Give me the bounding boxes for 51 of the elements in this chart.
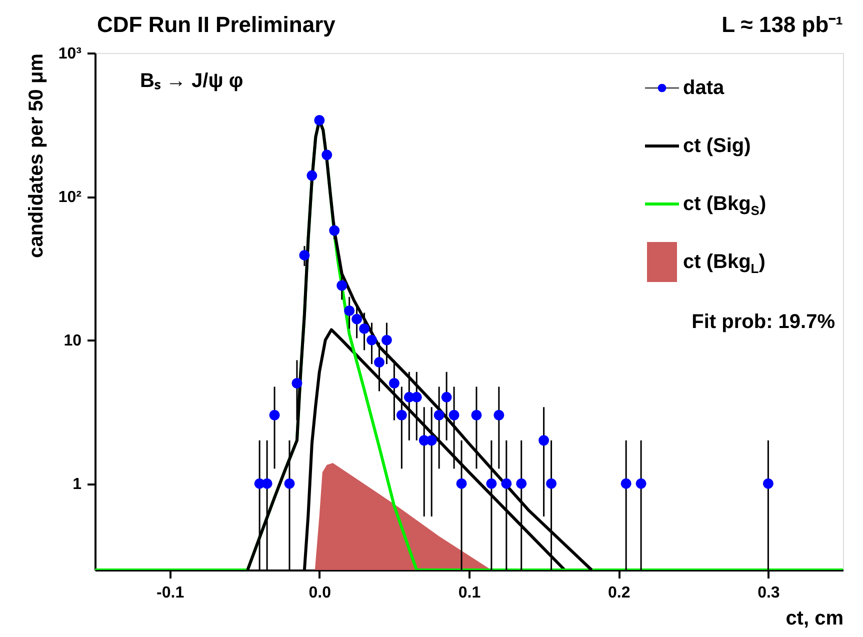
point	[501, 478, 512, 489]
point	[516, 478, 527, 489]
point	[359, 323, 370, 334]
point	[344, 306, 355, 316]
point	[366, 334, 378, 346]
point	[620, 478, 632, 489]
legend-label: data	[683, 77, 725, 99]
y-tick-label: 10²	[58, 189, 82, 206]
point	[486, 478, 497, 489]
x-tick-label: -0.1	[156, 584, 184, 602]
x-tick-label: 0.0	[308, 584, 332, 602]
point	[262, 478, 272, 489]
point	[269, 410, 280, 420]
x-tick-label: 0.1	[458, 584, 481, 602]
point	[636, 478, 646, 489]
point	[762, 478, 774, 489]
y-tick-label: 1	[72, 476, 82, 494]
point	[396, 410, 407, 420]
point	[374, 357, 384, 368]
point	[546, 478, 557, 489]
point	[441, 392, 452, 402]
y-tick-label: 10	[64, 332, 82, 350]
point	[448, 410, 460, 420]
point	[352, 314, 362, 324]
point	[471, 410, 482, 420]
x-tick-label: 0.2	[608, 584, 630, 602]
point	[299, 250, 310, 260]
y-tick-label: 10³	[58, 46, 82, 62]
point	[306, 170, 318, 181]
point	[381, 334, 392, 346]
x-tick-label: 0.3	[758, 584, 780, 602]
point	[336, 280, 348, 291]
point	[411, 392, 422, 402]
chart-subtitle: L ≈ 138 pb⁻¹	[722, 12, 843, 37]
annotation: Fit prob: 19.7%	[692, 311, 836, 333]
legend-label: ct (Sig)	[683, 135, 751, 157]
annotation: Bₛ → J/ψ φ	[140, 70, 244, 92]
point	[314, 115, 325, 126]
point	[388, 378, 400, 388]
point	[434, 410, 444, 420]
point	[538, 435, 550, 446]
point	[292, 378, 302, 388]
point	[322, 150, 332, 160]
y-axis-title: candidates per 50 μm	[25, 54, 48, 258]
x-axis-title: ct, cm	[786, 608, 844, 630]
point	[456, 478, 467, 489]
chart-title: CDF Run II Preliminary	[97, 12, 336, 37]
point	[284, 478, 295, 489]
point	[329, 225, 340, 236]
point	[426, 435, 437, 446]
point	[494, 410, 504, 420]
